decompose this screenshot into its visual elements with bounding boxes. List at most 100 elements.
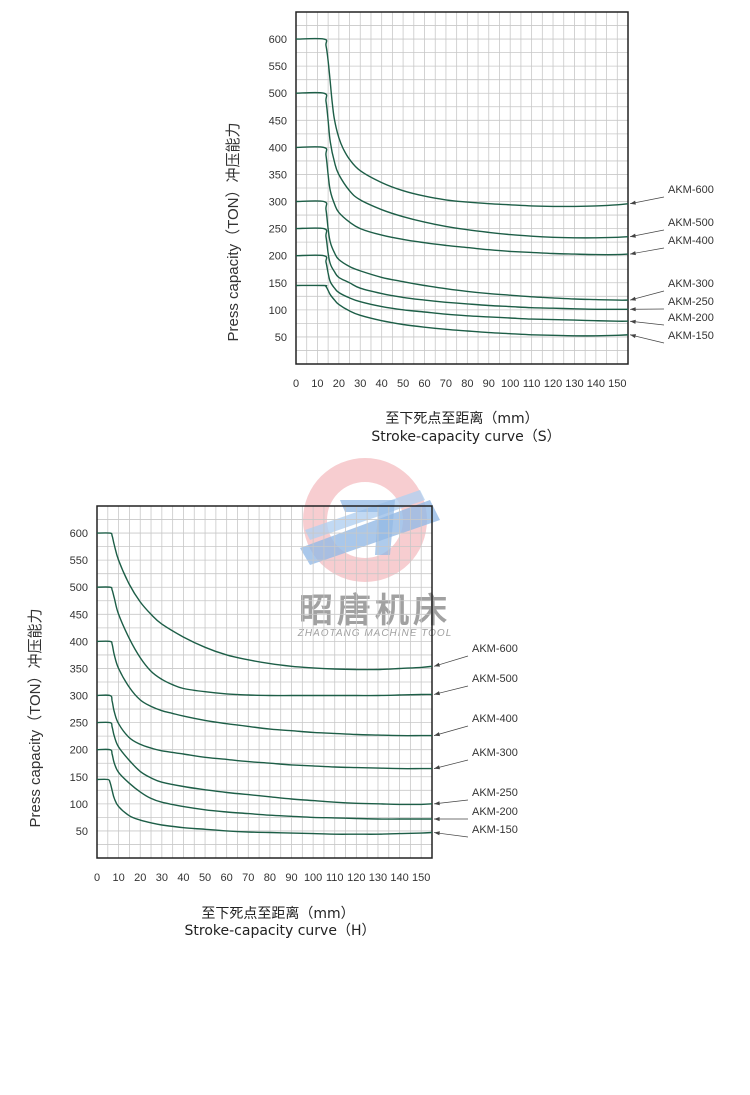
series-label-akm-300: AKM-300: [472, 747, 518, 759]
series-labels: AKM-600 AKM-500 AKM-400 AKM-300 AKM-250 AKM-2…: [629, 184, 714, 344]
leader-arrowhead: [434, 801, 440, 806]
x-tick-label: 90: [483, 378, 495, 390]
series-label-akm-200: AKM-200: [668, 312, 714, 324]
tick-labels: 50 100 150 200 250 300 350 400 450 500 550 600 0 10 20…: [70, 528, 431, 884]
x-tick-label: 0: [293, 378, 299, 390]
y-tick-label: 450: [70, 609, 88, 621]
x-tick-label: 40: [177, 872, 189, 884]
plot-frame: [295, 11, 629, 365]
leader-line: [629, 229, 665, 238]
series-label-akm-400: AKM-400: [668, 235, 714, 247]
watermark-name-cn: 昭唐机床: [299, 591, 451, 631]
leader-line: [433, 832, 469, 838]
leader-line: [433, 759, 469, 769]
x-tick-label: 60: [221, 872, 233, 884]
y-tick-label: 250: [269, 224, 287, 236]
leader-line: [629, 320, 665, 326]
leader-line: [433, 725, 469, 736]
plot-frame: [96, 505, 433, 859]
series-line-akm-600: [96, 532, 433, 671]
series-line-akm-200: [295, 254, 629, 322]
x-axis-label-en: Stroke-capacity curve（H）: [185, 923, 376, 939]
leader-arrowhead: [630, 334, 636, 339]
series-line-akm-500: [295, 91, 629, 239]
y-tick-label: 300: [70, 691, 88, 703]
x-tick-label: 150: [412, 872, 430, 884]
series-line-akm-500: [96, 586, 433, 697]
y-tick-label: 200: [269, 251, 287, 263]
x-tick-label: 120: [347, 872, 365, 884]
leader-line: [629, 196, 665, 205]
y-axis-label: Press capacity（TON）冲压能力: [225, 123, 242, 342]
x-tick-label: 80: [461, 378, 473, 390]
leader-arrowhead: [434, 765, 440, 770]
series-label-akm-200: AKM-200: [472, 806, 518, 818]
x-tick-label: 20: [333, 378, 345, 390]
leader-line: [433, 655, 469, 667]
y-tick-label: 300: [269, 197, 287, 209]
y-tick-label: 500: [269, 88, 287, 100]
x-tick-label: 30: [156, 872, 168, 884]
y-tick-label: 50: [275, 332, 287, 344]
series-line-akm-200: [96, 748, 432, 820]
y-tick-label: 550: [70, 555, 88, 567]
series-line-akm-300: [295, 200, 629, 301]
y-tick-label: 100: [70, 799, 88, 811]
leader-line: [629, 334, 665, 344]
x-tick-label: 20: [134, 872, 146, 884]
series-label-akm-300: AKM-300: [668, 278, 714, 290]
series-label-akm-500: AKM-500: [472, 673, 518, 685]
watermark-name-en: ZHAOTANG MACHINE TOOL: [297, 628, 453, 639]
leader-arrowhead: [434, 732, 440, 737]
grid: [296, 12, 628, 364]
leader-arrowhead: [434, 831, 440, 836]
series-line-akm-600: [295, 37, 629, 208]
chart-stroke-capacity-h: 50 100 150 200 250 300 350 400 450 500 550 600 0 10 20…: [27, 505, 518, 939]
y-tick-label: 350: [269, 169, 287, 181]
series-lines: [295, 37, 629, 337]
x-axis-label-cn: 至下死点至距离（mm）: [385, 410, 538, 427]
leader-arrowhead: [630, 200, 636, 205]
x-tick-label: 100: [501, 378, 519, 390]
x-tick-label: 130: [369, 872, 387, 884]
grid: [97, 506, 432, 858]
x-tick-label: 130: [565, 378, 583, 390]
y-tick-label: 250: [70, 718, 88, 730]
series-line-akm-150: [295, 284, 629, 337]
x-tick-label: 90: [285, 872, 297, 884]
x-tick-label: 40: [376, 378, 388, 390]
x-tick-label: 50: [199, 872, 211, 884]
x-tick-label: 10: [311, 378, 323, 390]
leader-arrowhead: [434, 817, 440, 822]
x-tick-label: 110: [523, 378, 541, 390]
series-label-akm-250: AKM-250: [668, 296, 714, 308]
leader-arrowhead: [630, 233, 636, 238]
chart-stroke-capacity-s: 50 100 150 200 250 300 350 400 450 500 550 600 0 10 20…: [225, 11, 714, 445]
x-tick-label: 0: [94, 872, 100, 884]
x-tick-label: 70: [440, 378, 452, 390]
leader-line: [629, 290, 665, 301]
x-tick-label: 10: [112, 872, 124, 884]
x-tick-label: 100: [304, 872, 322, 884]
leader-line: [433, 685, 469, 695]
x-tick-label: 60: [418, 378, 430, 390]
x-axis-label-en: Stroke-capacity curve（S）: [371, 429, 560, 445]
series-label-akm-150: AKM-150: [472, 824, 518, 836]
x-tick-label: 110: [326, 872, 344, 884]
x-tick-label: 80: [264, 872, 276, 884]
x-tick-label: 70: [242, 872, 254, 884]
x-tick-label: 140: [587, 378, 605, 390]
x-tick-label: 50: [397, 378, 409, 390]
x-tick-label: 150: [608, 378, 626, 390]
y-tick-label: 400: [70, 636, 88, 648]
y-tick-label: 150: [269, 278, 287, 290]
y-tick-label: 550: [269, 61, 287, 73]
leader-arrowhead: [434, 691, 440, 696]
series-line-akm-250: [295, 227, 628, 311]
y-tick-label: 350: [70, 663, 88, 675]
y-tick-label: 400: [269, 142, 287, 154]
y-tick-label: 500: [70, 582, 88, 594]
x-tick-label: 140: [390, 872, 408, 884]
leader-line: [433, 799, 469, 805]
